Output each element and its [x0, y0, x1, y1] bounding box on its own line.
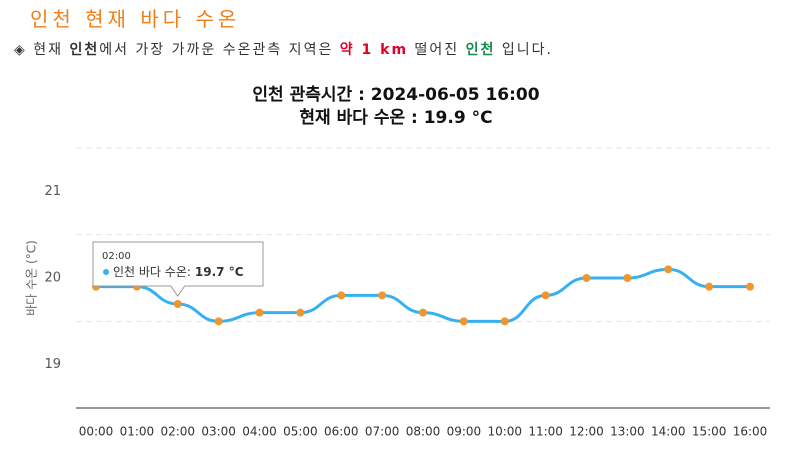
data-point	[705, 282, 714, 291]
x-tick-label: 16:00	[733, 425, 768, 439]
data-point	[173, 300, 182, 308]
x-tick-label: 05:00	[283, 425, 318, 439]
x-tick-label: 08:00	[406, 425, 441, 439]
info-text: 입니다.	[495, 42, 553, 58]
tooltip-box	[92, 241, 264, 297]
data-point	[500, 317, 509, 326]
info-text: ◈ 현재	[14, 42, 70, 58]
x-tick-label: 14:00	[651, 425, 686, 439]
data-point	[378, 291, 387, 300]
x-tick-label: 02:00	[160, 425, 195, 439]
data-point	[746, 282, 754, 291]
x-tick-label: 01:00	[120, 425, 155, 439]
y-tick-label: 21	[44, 184, 61, 199]
data-point	[419, 308, 427, 317]
x-tick-label: 07:00	[365, 425, 400, 439]
info-place: 인천	[69, 42, 100, 58]
tooltip: 02:00 인천 바다 수온: 19.7 °C	[92, 241, 264, 297]
info-distance: 약 1 km	[339, 42, 409, 58]
data-point	[582, 274, 591, 282]
tooltip-label: 인천 바다 수온:	[113, 264, 191, 279]
tooltip-dot	[103, 269, 109, 275]
data-point	[337, 291, 346, 300]
x-tick-label: 03:00	[201, 425, 236, 439]
x-tick-label: 13:00	[610, 425, 645, 439]
tooltip-category: 02:00	[102, 251, 131, 262]
data-point	[623, 274, 632, 282]
data-point	[255, 308, 264, 317]
page-title: 인천 현재 바다 수온	[30, 7, 241, 31]
tooltip-text: 인천 바다 수온: 19.7 °C	[113, 264, 244, 279]
info-text: 떨어진	[408, 42, 466, 58]
chart-title: 인천 관측시간 : 2024-06-05 16:00	[252, 85, 539, 105]
chart-subtitle: 현재 바다 수온 : 19.9 °C	[299, 108, 492, 128]
x-tick-label: 10:00	[487, 425, 522, 439]
x-tick-label: 00:00	[79, 425, 114, 439]
x-tick-label: 06:00	[324, 425, 359, 439]
data-point	[296, 308, 305, 317]
tooltip-value: 19.7 °C	[195, 265, 244, 279]
x-tick-label: 04:00	[242, 425, 277, 439]
data-point	[664, 265, 673, 274]
y-tick-label: 19	[44, 357, 61, 372]
x-tick-label: 15:00	[692, 425, 727, 439]
data-point	[541, 291, 550, 300]
data-point	[459, 317, 468, 326]
x-tick-label: 12:00	[569, 425, 604, 439]
x-tick-label: 09:00	[447, 425, 482, 439]
y-tick-label: 20	[44, 271, 61, 286]
info-text: 에서 가장 가까운 수온관측 지역은	[99, 42, 340, 58]
x-tick-label: 11:00	[528, 425, 563, 439]
info-station: 인천	[465, 42, 496, 58]
info-line: ◈ 현재 인천에서 가장 가까운 수온관측 지역은 약 1 km 떨어진 인천 …	[14, 39, 553, 59]
y-axis-label: 바다 수온 (°C)	[25, 240, 39, 316]
data-point	[214, 317, 223, 326]
